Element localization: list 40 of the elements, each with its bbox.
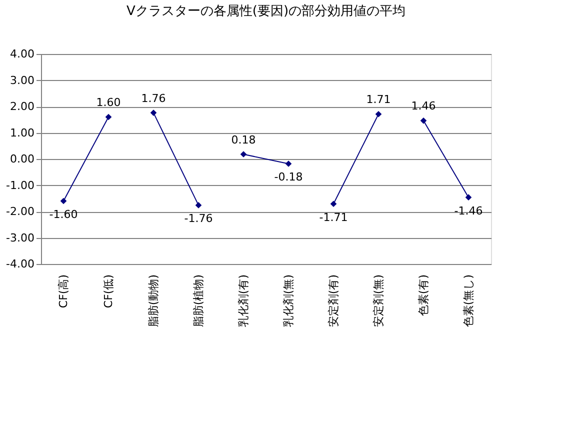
y-tick-label: 4.00 — [10, 48, 34, 60]
x-tick-label: CF(低) — [102, 274, 115, 308]
data-label: 1.76 — [141, 92, 166, 105]
data-label: 1.46 — [411, 100, 436, 113]
x-tick-label: 乳化剤(無) — [282, 274, 295, 328]
data-label: -1.60 — [49, 208, 78, 221]
y-tick-label: -4.00 — [6, 258, 34, 270]
point — [60, 198, 67, 204]
data-label: -1.76 — [184, 212, 213, 226]
x-tick-label: 脂肪(植物) — [192, 274, 205, 328]
y-tick-label: -3.00 — [6, 231, 34, 244]
x-tick-label: CF(高) — [57, 274, 70, 308]
point — [240, 151, 247, 158]
x-tick-label: 脂肪(動物) — [147, 274, 160, 328]
point — [330, 200, 337, 208]
point — [420, 118, 427, 124]
y-tick-label: 1.00 — [10, 126, 34, 140]
data-label: 1.71 — [366, 93, 391, 106]
point — [150, 110, 157, 116]
point — [375, 110, 382, 118]
point — [285, 160, 292, 167]
x-tick-label: 色素(無し) — [462, 274, 475, 328]
y-tick-label: -1.00 — [6, 178, 34, 192]
data-label: -1.71 — [319, 210, 348, 224]
x-tick-label: 色素(有) — [417, 274, 430, 316]
x-tick-label: 安定剤(無) — [372, 274, 385, 328]
data-label: 0.18 — [231, 133, 256, 146]
y-tick-label: 0.00 — [10, 152, 34, 166]
data-label: 1.60 — [96, 96, 121, 109]
x-tick-label: 乳化剤(有) — [237, 274, 250, 328]
point — [105, 114, 112, 120]
y-tick-label: 3.00 — [10, 74, 34, 87]
y-tick-label: -2.00 — [6, 205, 34, 218]
chart-title: Vクラスターの各属性(要因)の部分効用値の平均 — [126, 4, 406, 19]
x-tick-label: 安定剤(有) — [327, 274, 340, 328]
point — [465, 194, 472, 200]
point — [195, 202, 202, 208]
data-label: -1.46 — [454, 204, 483, 218]
data-label: -0.18 — [274, 170, 303, 184]
y-tick-label: 2.00 — [10, 100, 34, 113]
